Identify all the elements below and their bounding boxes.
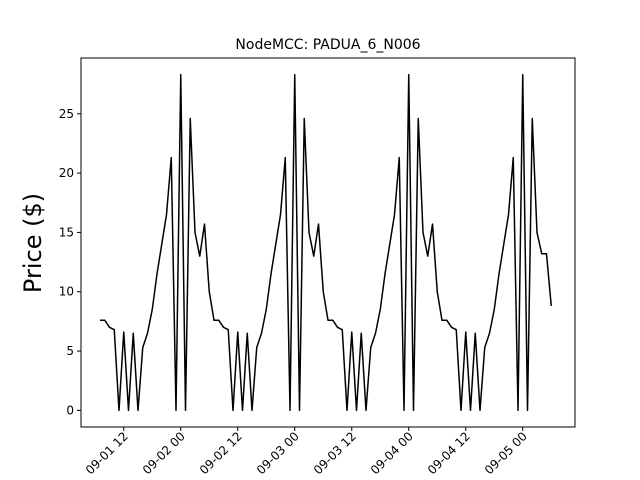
x-tick-label: 09-01 12 <box>83 429 131 477</box>
y-tick-label: 0 <box>66 403 74 417</box>
y-axis-label: Price ($) <box>19 193 47 293</box>
x-tick-label: 09-03 00 <box>254 429 302 477</box>
y-tick-label: 20 <box>59 166 74 180</box>
x-tick-label: 09-04 00 <box>368 429 416 477</box>
chart-title: NodeMCC: PADUA_6_N006 <box>235 37 420 53</box>
plot-frame <box>80 57 576 428</box>
x-tick-label: 09-05 00 <box>482 429 530 477</box>
y-tick-label: 25 <box>59 107 74 121</box>
y-tick-label: 15 <box>59 225 74 239</box>
x-tick-label: 09-04 12 <box>425 429 473 477</box>
x-tick-label: 09-02 00 <box>140 429 188 477</box>
x-tick-label: 09-02 12 <box>197 429 245 477</box>
y-tick-label: 10 <box>59 285 74 299</box>
price-line <box>100 73 552 412</box>
x-tick-label: 09-03 12 <box>311 429 359 477</box>
y-tick-label: 5 <box>66 344 74 358</box>
